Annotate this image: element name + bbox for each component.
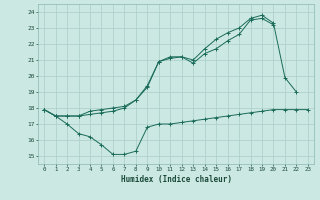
X-axis label: Humidex (Indice chaleur): Humidex (Indice chaleur) — [121, 175, 231, 184]
